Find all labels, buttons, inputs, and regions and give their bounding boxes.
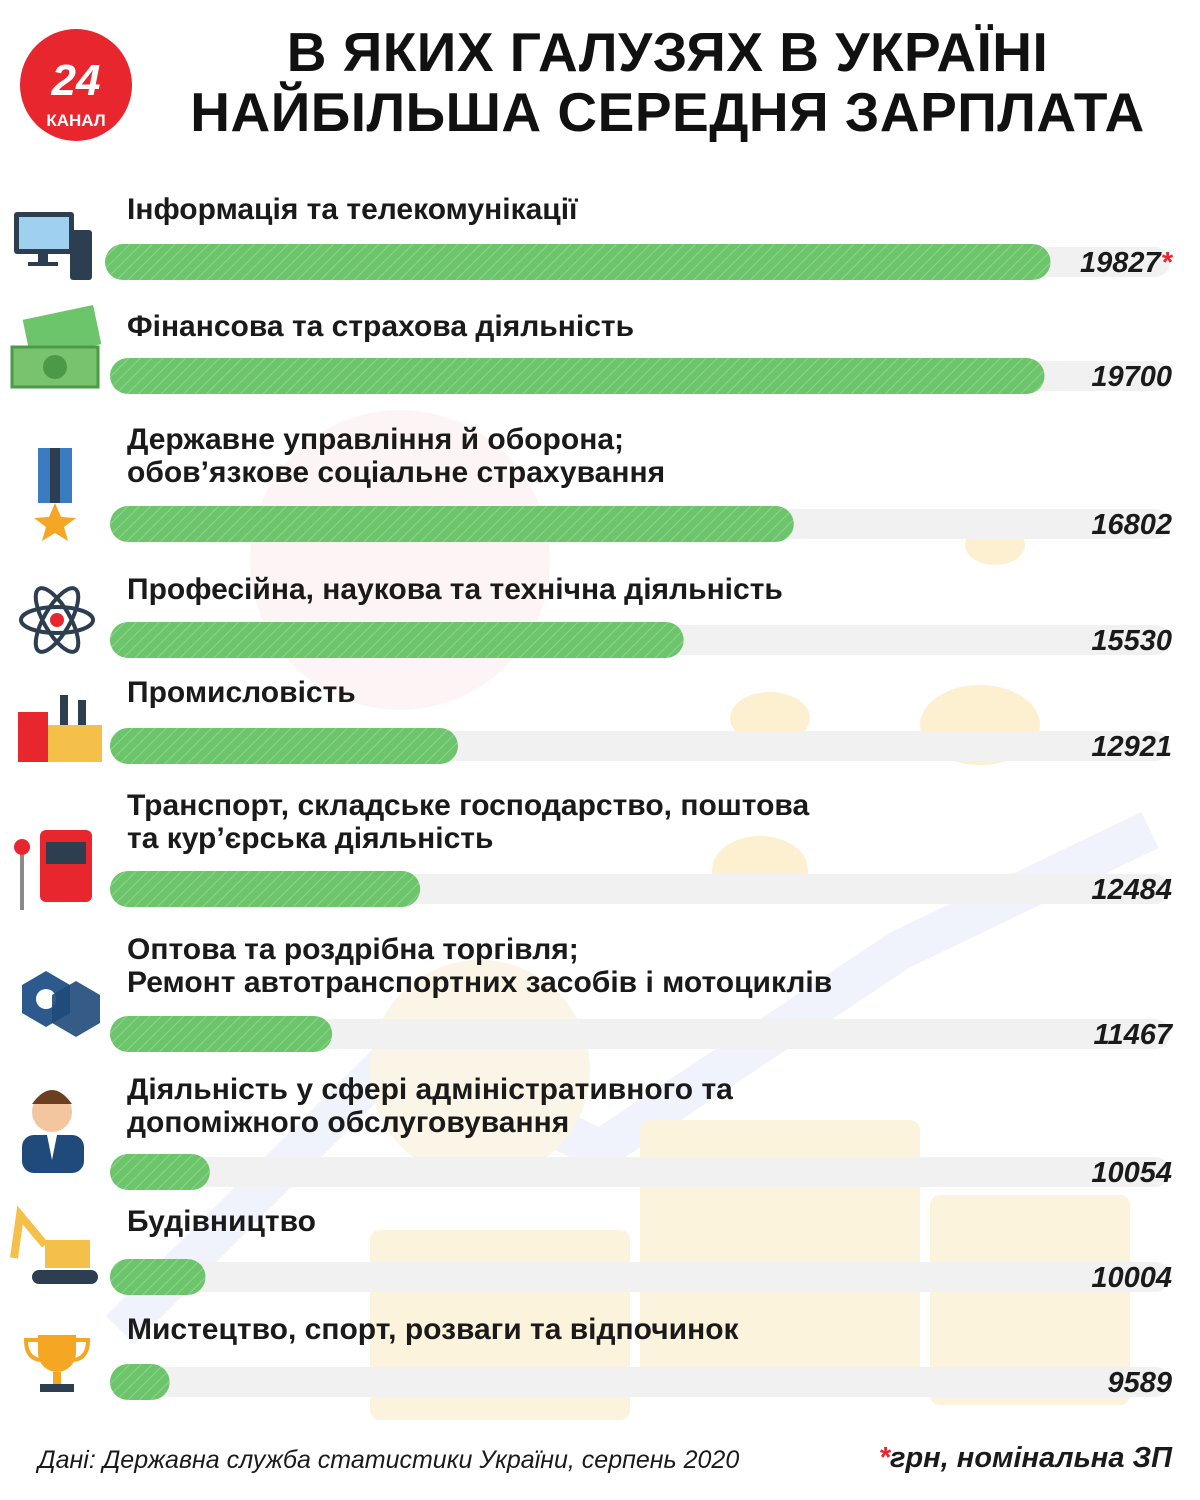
value-label: 15530 [1091,625,1172,657]
bar-track [110,1019,1170,1049]
category-label: Промисловість [127,676,356,709]
category-label: Державне управління й оборона; обов’язко… [127,423,666,489]
category-label: Транспорт, складське господарство, пошто… [127,789,810,855]
category-label: Діяльність у сфері адміністративного та … [127,1073,733,1139]
bar-hatch [110,728,458,764]
footnote: *грн, номінальна ЗП [879,1442,1172,1475]
bar-hatch [110,871,421,907]
footnote-marker: * [878,1442,890,1474]
value-label: 12484 [1091,874,1172,906]
icon-nut [22,971,100,1037]
icon-excavator [10,1205,98,1284]
value-label: 19827* [1080,247,1174,279]
category-label: Мистецтво, спорт, розваги та відпочинок [127,1313,739,1346]
icon-money [10,304,102,389]
value-label: 9589 [1107,1367,1172,1399]
bar-track [110,1157,1170,1187]
icon-businessman [22,1090,84,1173]
bar-hatch [110,1016,333,1052]
icon-atom [19,586,95,654]
logo-number: 24 [51,56,101,105]
bar-hatch [105,244,1051,280]
value-label: 10054 [1091,1157,1172,1189]
category-label: Оптова та роздрібна торгівля; Ремонт авт… [127,933,833,999]
icon-trophy [23,1335,91,1392]
category-label: Інформація та телекомунікації [127,193,578,226]
bar-hatch [110,1364,170,1400]
bar-track [110,1262,1170,1292]
bar-hatch [110,506,794,542]
value-label: 16802 [1091,509,1172,541]
logo-name: КАНАЛ [46,111,105,130]
bar-hatch [110,622,684,658]
logo: 24 КАНАЛ [20,29,132,141]
value-label: 11467 [1094,1019,1174,1051]
value-label: 19700 [1091,361,1172,393]
category-label: Професійна, наукова та технічна діяльніс… [127,573,783,606]
category-label: Будівництво [127,1205,316,1238]
icon-medal [34,448,76,541]
value-label: 10004 [1091,1262,1172,1294]
value-footnote-marker: * [1161,247,1174,279]
icon-factory [18,695,102,762]
source: Дані: Державна служба статистики України… [38,1446,740,1474]
bar-hatch [110,358,1045,394]
bar-track [110,1367,1170,1397]
bar-hatch [110,1259,206,1295]
footnote-text: грн, номінальна ЗП [889,1442,1172,1474]
title: В ЯКИХ ГАЛУЗЯХ В УКРАЇНІ НАЙБІЛЬША СЕРЕД… [190,21,1145,143]
category-label: Фінансова та страхова діяльність [127,310,635,343]
icon-bus [14,830,92,910]
bar-hatch [110,1154,210,1190]
logo-circle [20,29,132,141]
icon-computer [14,212,92,280]
value-label: 12921 [1091,731,1172,763]
